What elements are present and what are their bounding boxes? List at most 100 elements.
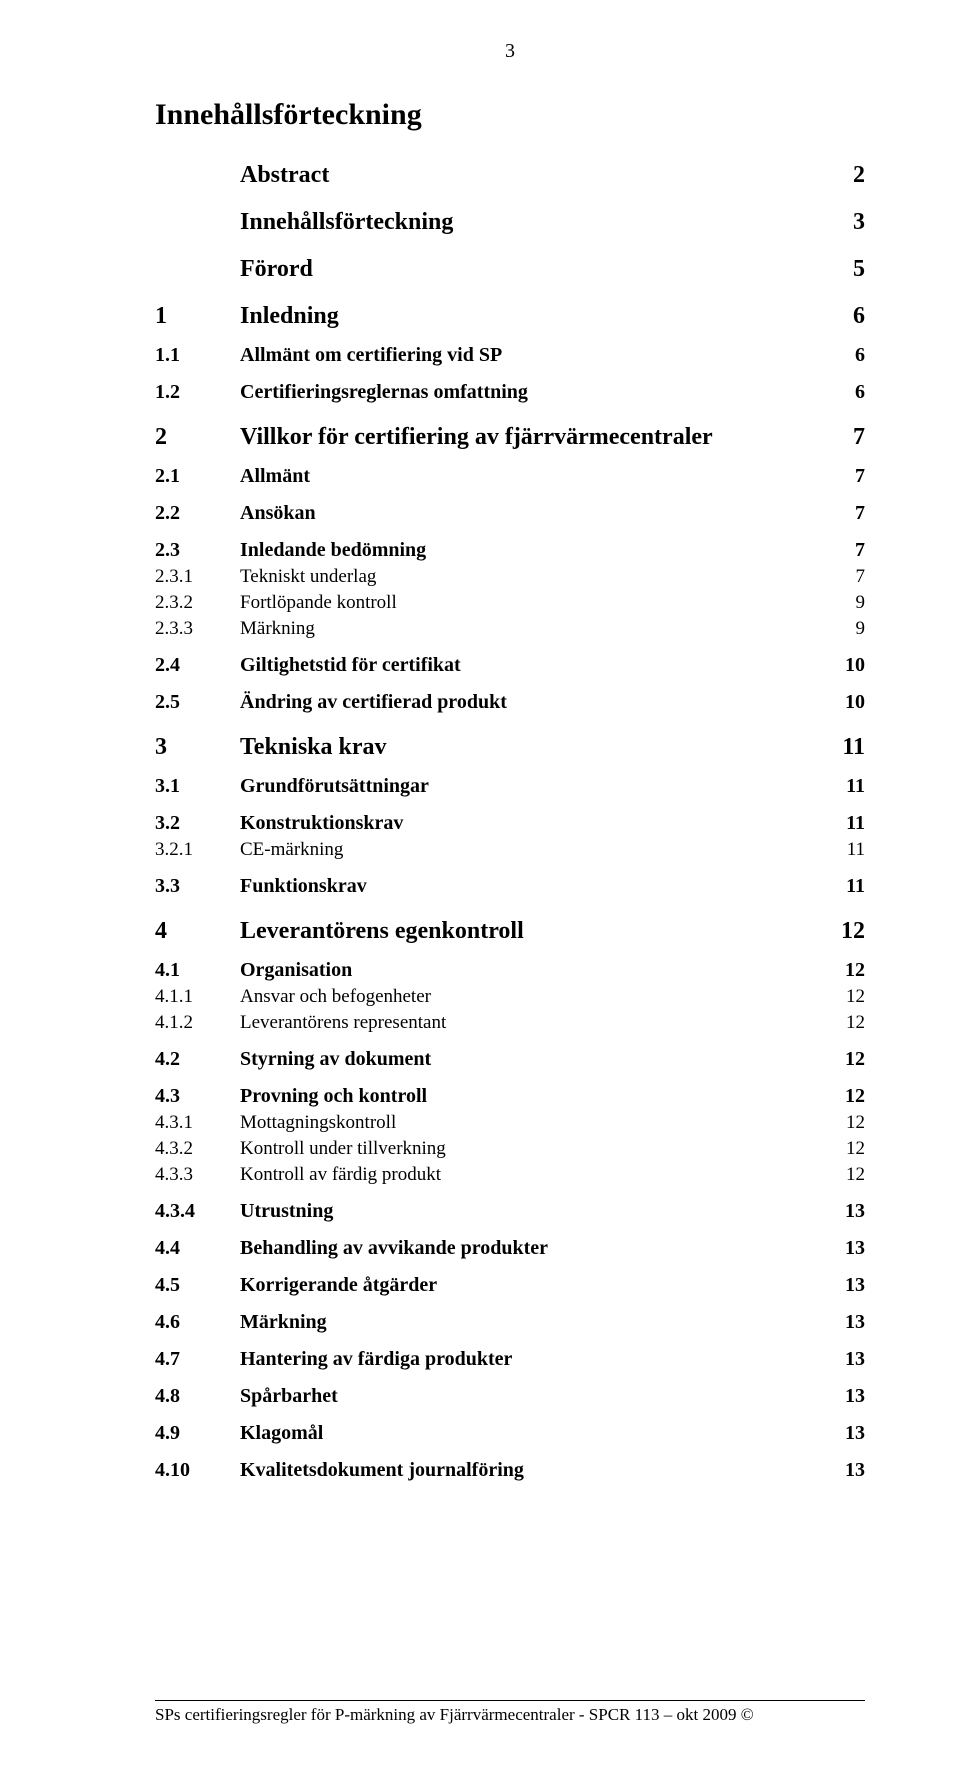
toc-row: 2.1Allmänt7 (155, 465, 865, 488)
toc-entry-page: 7 (825, 502, 865, 525)
toc-entry-label: CE-märkning (240, 839, 825, 861)
toc-entry-number: 2.3.1 (155, 566, 240, 588)
toc-entry-label: Ansökan (240, 502, 825, 525)
toc-row: 4.3.3Kontroll av färdig produkt12 (155, 1164, 865, 1186)
toc-row: 4.1Organisation12 (155, 959, 865, 982)
toc-row: 2.5Ändring av certifierad produkt10 (155, 691, 865, 714)
toc-entry-page: 12 (825, 918, 865, 945)
toc-entry-label: Konstruktionskrav (240, 812, 825, 835)
toc-entry-label: Korrigerande åtgärder (240, 1274, 825, 1297)
toc-row: 4Leverantörens egenkontroll12 (155, 918, 865, 945)
toc-entry-page: 7 (825, 424, 865, 451)
toc-entry-page: 11 (825, 775, 865, 798)
toc-entry-label: Spårbarhet (240, 1385, 825, 1408)
toc-row: 2.3.2Fortlöpande kontroll9 (155, 592, 865, 614)
toc-entry-number: 4.4 (155, 1237, 240, 1260)
toc-entry-page: 11 (825, 875, 865, 898)
toc-entry-number: 2.3.3 (155, 618, 240, 640)
toc-row: 4.7Hantering av färdiga produkter13 (155, 1348, 865, 1371)
toc-entry-page: 13 (825, 1274, 865, 1297)
toc-entry-label: Ansvar och befogenheter (240, 986, 825, 1008)
toc-row: 3.1Grundförutsättningar11 (155, 775, 865, 798)
toc-entry-page: 12 (825, 1112, 865, 1134)
toc-row: 4.2Styrning av dokument12 (155, 1048, 865, 1071)
footer-rule (155, 1700, 865, 1701)
document-page: 3 Innehållsförteckning Abstract2Innehåll… (0, 0, 960, 1777)
toc-entry-number: 3.3 (155, 875, 240, 898)
toc-entry-page: 13 (825, 1311, 865, 1334)
toc-entry-number: 4.7 (155, 1348, 240, 1371)
toc-row: 4.9Klagomål13 (155, 1422, 865, 1445)
toc-entry-page: 11 (825, 812, 865, 835)
toc-entry-page: 6 (825, 344, 865, 367)
toc-entry-label: Styrning av dokument (240, 1048, 825, 1071)
toc-entry-label: Kvalitetsdokument journalföring (240, 1459, 825, 1482)
toc-row: 1.1Allmänt om certifiering vid SP6 (155, 344, 865, 367)
toc-entry-number: 1.1 (155, 344, 240, 367)
toc-entry-page: 10 (825, 654, 865, 677)
toc-row: 3.2Konstruktionskrav11 (155, 812, 865, 835)
toc-row: Innehållsförteckning3 (155, 209, 865, 236)
toc-entry-label: Förord (240, 256, 825, 283)
toc-entry-number: 2.2 (155, 502, 240, 525)
toc-entry-number: 1 (155, 303, 240, 330)
toc-entry-label: Abstract (240, 162, 825, 189)
toc-entry-label: Leverantörens egenkontroll (240, 918, 825, 945)
toc-entry-number: 4.1 (155, 959, 240, 982)
toc-entry-number: 4 (155, 918, 240, 945)
toc-entry-label: Innehållsförteckning (240, 209, 825, 236)
toc-entry-page: 9 (825, 592, 865, 614)
toc-entry-number: 3.1 (155, 775, 240, 798)
toc-row: 2.3.1Tekniskt underlag7 (155, 566, 865, 588)
toc-row: 1.2Certifieringsreglernas omfattning6 (155, 381, 865, 404)
toc-row: 1Inledning6 (155, 303, 865, 330)
toc-entry-number: 4.6 (155, 1311, 240, 1334)
toc-entry-page: 9 (825, 618, 865, 640)
toc-entry-label: Funktionskrav (240, 875, 825, 898)
toc-entry-number: 4.3 (155, 1085, 240, 1108)
toc-entry-number: 4.2 (155, 1048, 240, 1071)
toc-entry-label: Kontroll under tillverkning (240, 1138, 825, 1160)
toc-entry-label: Utrustning (240, 1200, 825, 1223)
toc-entry-number: 4.3.4 (155, 1200, 240, 1223)
toc-row: 3.3Funktionskrav11 (155, 875, 865, 898)
toc-entry-number: 4.3.2 (155, 1138, 240, 1160)
toc-entry-page: 7 (825, 566, 865, 588)
toc-entry-label: Klagomål (240, 1422, 825, 1445)
toc-row: 3.2.1CE-märkning11 (155, 839, 865, 861)
toc-row: 4.3.4Utrustning13 (155, 1200, 865, 1223)
toc-entry-page: 12 (825, 1138, 865, 1160)
toc-row: Förord5 (155, 256, 865, 283)
footer-text: SPs certifieringsregler för P-märkning a… (155, 1705, 754, 1724)
table-of-contents: Abstract2Innehållsförteckning3Förord51In… (155, 162, 865, 1482)
toc-row: 4.3Provning och kontroll12 (155, 1085, 865, 1108)
toc-entry-number: 4.3.3 (155, 1164, 240, 1186)
toc-row: 4.10Kvalitetsdokument journalföring13 (155, 1459, 865, 1482)
toc-entry-number: 4.1.2 (155, 1012, 240, 1034)
toc-row: 4.3.2Kontroll under tillverkning12 (155, 1138, 865, 1160)
toc-entry-number: 1.2 (155, 381, 240, 404)
toc-entry-page: 10 (825, 691, 865, 714)
toc-entry-number: 4.9 (155, 1422, 240, 1445)
toc-entry-number: 2.5 (155, 691, 240, 714)
toc-entry-label: Mottagningskontroll (240, 1112, 825, 1134)
toc-row: 4.8Spårbarhet13 (155, 1385, 865, 1408)
toc-entry-label: Giltighetstid för certifikat (240, 654, 825, 677)
toc-row: 4.1.1Ansvar och befogenheter12 (155, 986, 865, 1008)
toc-entry-page: 7 (825, 539, 865, 562)
toc-entry-page: 13 (825, 1422, 865, 1445)
toc-entry-page: 12 (825, 986, 865, 1008)
toc-row: 2Villkor för certifiering av fjärrvärmec… (155, 424, 865, 451)
page-footer: SPs certifieringsregler för P-märkning a… (155, 1700, 865, 1725)
toc-entry-label: Villkor för certifiering av fjärrvärmece… (240, 424, 825, 451)
toc-row: 4.5Korrigerande åtgärder13 (155, 1274, 865, 1297)
toc-entry-label: Märkning (240, 618, 825, 640)
toc-row: 2.2Ansökan7 (155, 502, 865, 525)
toc-entry-number: 2.3.2 (155, 592, 240, 614)
toc-entry-page: 5 (825, 256, 865, 283)
toc-entry-label: Tekniskt underlag (240, 566, 825, 588)
toc-entry-page: 13 (825, 1348, 865, 1371)
toc-entry-label: Hantering av färdiga produkter (240, 1348, 825, 1371)
toc-entry-label: Inledning (240, 303, 825, 330)
toc-entry-page: 6 (825, 303, 865, 330)
